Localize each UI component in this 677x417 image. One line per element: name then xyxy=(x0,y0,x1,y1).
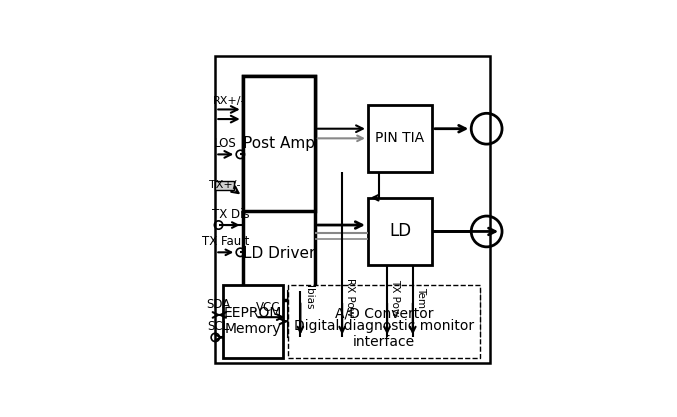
Bar xyxy=(368,198,432,265)
Text: LD: LD xyxy=(389,222,411,241)
Bar xyxy=(242,76,315,211)
Text: TX Pow: TX Pow xyxy=(391,279,400,316)
Text: TX+/-: TX+/- xyxy=(209,180,240,190)
Text: LD Driver: LD Driver xyxy=(242,246,315,261)
Bar xyxy=(215,56,490,363)
Bar xyxy=(242,76,315,301)
Bar xyxy=(223,285,283,358)
Text: PIN TIA: PIN TIA xyxy=(375,131,424,146)
Bar xyxy=(215,181,234,190)
Text: A/D Convertor: A/D Convertor xyxy=(334,307,433,321)
Text: TX Dis: TX Dis xyxy=(212,208,250,221)
Text: Ibias: Ibias xyxy=(303,285,313,309)
Text: TX Fault: TX Fault xyxy=(202,236,249,249)
Bar xyxy=(288,285,480,358)
Text: RX+/-: RX+/- xyxy=(213,95,245,106)
Text: LOS: LOS xyxy=(213,137,236,150)
Text: RX Pow: RX Pow xyxy=(345,278,355,317)
Text: Digital diagnostic monitor
interface: Digital diagnostic monitor interface xyxy=(294,319,474,349)
Text: Post Amp: Post Amp xyxy=(243,136,315,151)
Text: SCL: SCL xyxy=(207,320,230,333)
Text: Tem: Tem xyxy=(416,287,426,308)
Text: SDA: SDA xyxy=(206,298,231,311)
Text: EEPROM
Memory: EEPROM Memory xyxy=(224,306,282,337)
Text: VCC: VCC xyxy=(255,301,280,314)
Bar xyxy=(368,105,432,172)
Bar xyxy=(288,291,480,337)
